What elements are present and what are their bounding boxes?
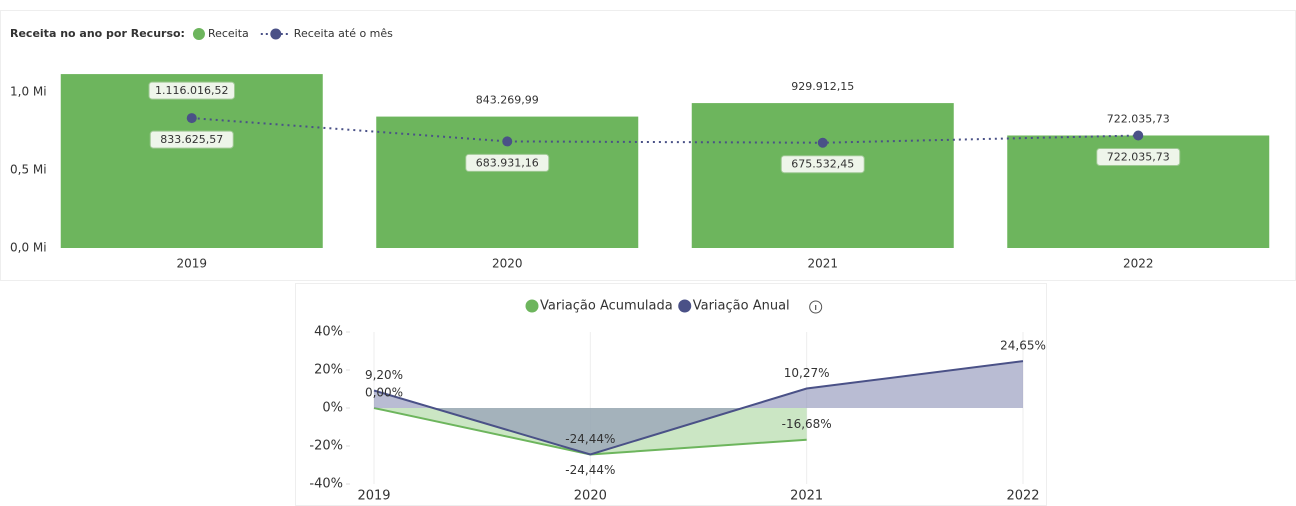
line-point bbox=[817, 137, 828, 148]
data-label: 0,00% bbox=[365, 386, 403, 400]
data-label: 1.116.016,52 bbox=[155, 84, 228, 97]
bar bbox=[691, 103, 954, 249]
area bbox=[374, 361, 1023, 455]
data-label: 24,65% bbox=[1000, 339, 1046, 353]
legend-marker bbox=[270, 28, 282, 40]
legend-label: Variação Anual bbox=[693, 299, 790, 314]
data-label: 722.035,73 bbox=[1107, 112, 1170, 125]
label-box bbox=[1096, 147, 1181, 166]
y-tick-label: 0% bbox=[322, 401, 343, 416]
y-tick-label: -20% bbox=[309, 439, 343, 454]
legend-marker bbox=[678, 299, 692, 313]
data-label: -24,44% bbox=[565, 432, 615, 446]
x-tick-label: 2020 bbox=[574, 489, 607, 504]
data-label: -16,68% bbox=[782, 417, 832, 431]
y-tick-label: 1,0 Mi bbox=[10, 85, 47, 99]
label-box bbox=[465, 153, 550, 172]
data-label: 722.035,73 bbox=[1107, 150, 1170, 163]
legend-label: Receita até o mês bbox=[294, 27, 393, 40]
data-label: 10,27% bbox=[784, 366, 830, 380]
line-point bbox=[502, 136, 513, 147]
legend-label: Receita bbox=[208, 27, 249, 40]
x-tick-label: 2020 bbox=[492, 257, 523, 271]
y-tick-label: 40% bbox=[314, 325, 343, 340]
data-label: 675.532,45 bbox=[791, 158, 854, 171]
data-label: 833.625,57 bbox=[160, 133, 223, 146]
y-tick-label: 0,5 Mi bbox=[10, 163, 47, 177]
line bbox=[373, 360, 1024, 456]
label-box bbox=[149, 130, 234, 149]
x-tick-label: 2019 bbox=[357, 489, 390, 504]
x-tick-label: 2022 bbox=[1006, 489, 1039, 504]
label-box bbox=[780, 155, 865, 174]
x-tick-label: 2022 bbox=[1123, 257, 1154, 271]
x-tick-label: 2021 bbox=[807, 257, 838, 271]
data-label: 929.912,15 bbox=[791, 80, 854, 93]
x-tick-label: 2019 bbox=[176, 257, 207, 271]
info-icon bbox=[809, 300, 823, 314]
legend-marker bbox=[525, 299, 539, 313]
legend-label: Variação Acumulada bbox=[540, 299, 673, 314]
line bbox=[191, 117, 1139, 144]
line-point bbox=[186, 113, 197, 124]
y-tick-label: -40% bbox=[309, 477, 343, 492]
x-tick-label: 2021 bbox=[790, 489, 823, 504]
line-point bbox=[1133, 130, 1144, 141]
y-tick-label: 0,0 Mi bbox=[10, 241, 47, 255]
bar bbox=[60, 74, 323, 248]
data-label: -24,44% bbox=[565, 463, 615, 477]
chart-title: Receita no ano por Recurso: bbox=[10, 27, 185, 40]
y-tick-label: 20% bbox=[314, 363, 343, 378]
bar bbox=[376, 116, 639, 248]
label-box bbox=[148, 81, 235, 100]
legend-marker bbox=[192, 28, 205, 40]
data-label: 683.931,16 bbox=[476, 156, 539, 169]
data-label: 9,20% bbox=[365, 368, 403, 382]
data-label: 843.269,99 bbox=[476, 94, 539, 107]
